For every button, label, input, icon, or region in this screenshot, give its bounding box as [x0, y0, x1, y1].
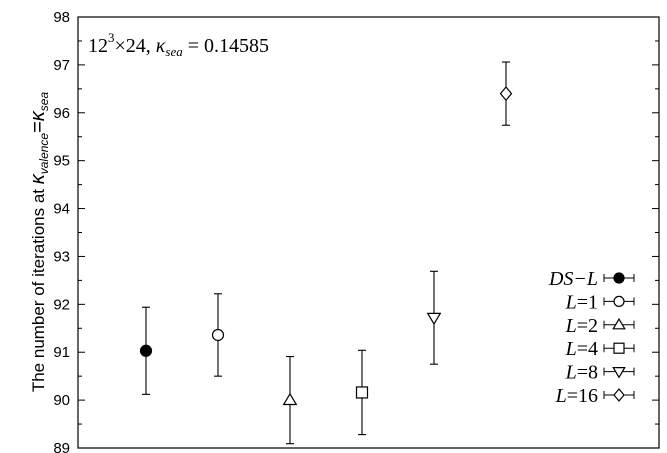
- y-tick-label: 93: [53, 248, 70, 265]
- data-point: [355, 386, 369, 399]
- legend-label-main: L: [555, 385, 567, 407]
- data-point: [139, 344, 153, 357]
- y-tick-label: 91: [53, 344, 70, 361]
- y-tick-label: 92: [53, 296, 70, 313]
- legend-label-suffix: =4: [577, 338, 598, 360]
- data-point: [211, 328, 225, 342]
- legend-marker: [613, 272, 625, 284]
- legend-marker: [613, 342, 625, 354]
- legend-label: DS−L: [548, 268, 598, 290]
- legend-label-main: L: [565, 362, 577, 384]
- data-point: [499, 86, 513, 102]
- axis-layer: 89 90 91 92 93 94 95 96 97 98: [53, 9, 660, 453]
- legend-label: L=8: [565, 362, 598, 384]
- legend: DS−LL=1L=2L=4L=8L=16: [548, 268, 635, 407]
- legend-label-main: L: [565, 315, 577, 337]
- chart-annotation: 123×24, κsea = 0.14585: [88, 30, 269, 59]
- legend-marker: [613, 295, 625, 307]
- legend-label: L=16: [555, 385, 598, 407]
- legend-label-suffix: =8: [577, 362, 598, 384]
- legend-label: L=1: [565, 291, 598, 313]
- legend-label-main: L: [565, 338, 577, 360]
- legend-label-suffix: =16: [567, 385, 598, 407]
- data-point: [282, 392, 298, 406]
- y-axis-label: The number of iterations at κvalence=κse…: [27, 92, 51, 393]
- data-point: [426, 312, 442, 326]
- y-tick-label: 90: [53, 392, 70, 409]
- legend-marker: [612, 367, 626, 379]
- y-tick-label: 97: [53, 57, 70, 74]
- legend-label-suffix: =1: [577, 291, 598, 313]
- y-tick-label: 89: [53, 440, 70, 453]
- legend-label: L=2: [565, 315, 598, 337]
- y-tick-label: 98: [53, 9, 70, 26]
- y-tick-label: 94: [53, 201, 70, 218]
- y-tick-label: 96: [53, 105, 70, 122]
- legend-marker: [612, 317, 626, 330]
- legend-marker: [613, 388, 625, 402]
- legend-label-suffix: =2: [577, 315, 598, 337]
- y-tick-label: 95: [53, 153, 70, 170]
- legend-label-main: L: [565, 291, 577, 313]
- legend-label: L=4: [565, 338, 598, 360]
- mark-layer: [139, 61, 513, 445]
- legend-label-main: DS−L: [548, 268, 598, 290]
